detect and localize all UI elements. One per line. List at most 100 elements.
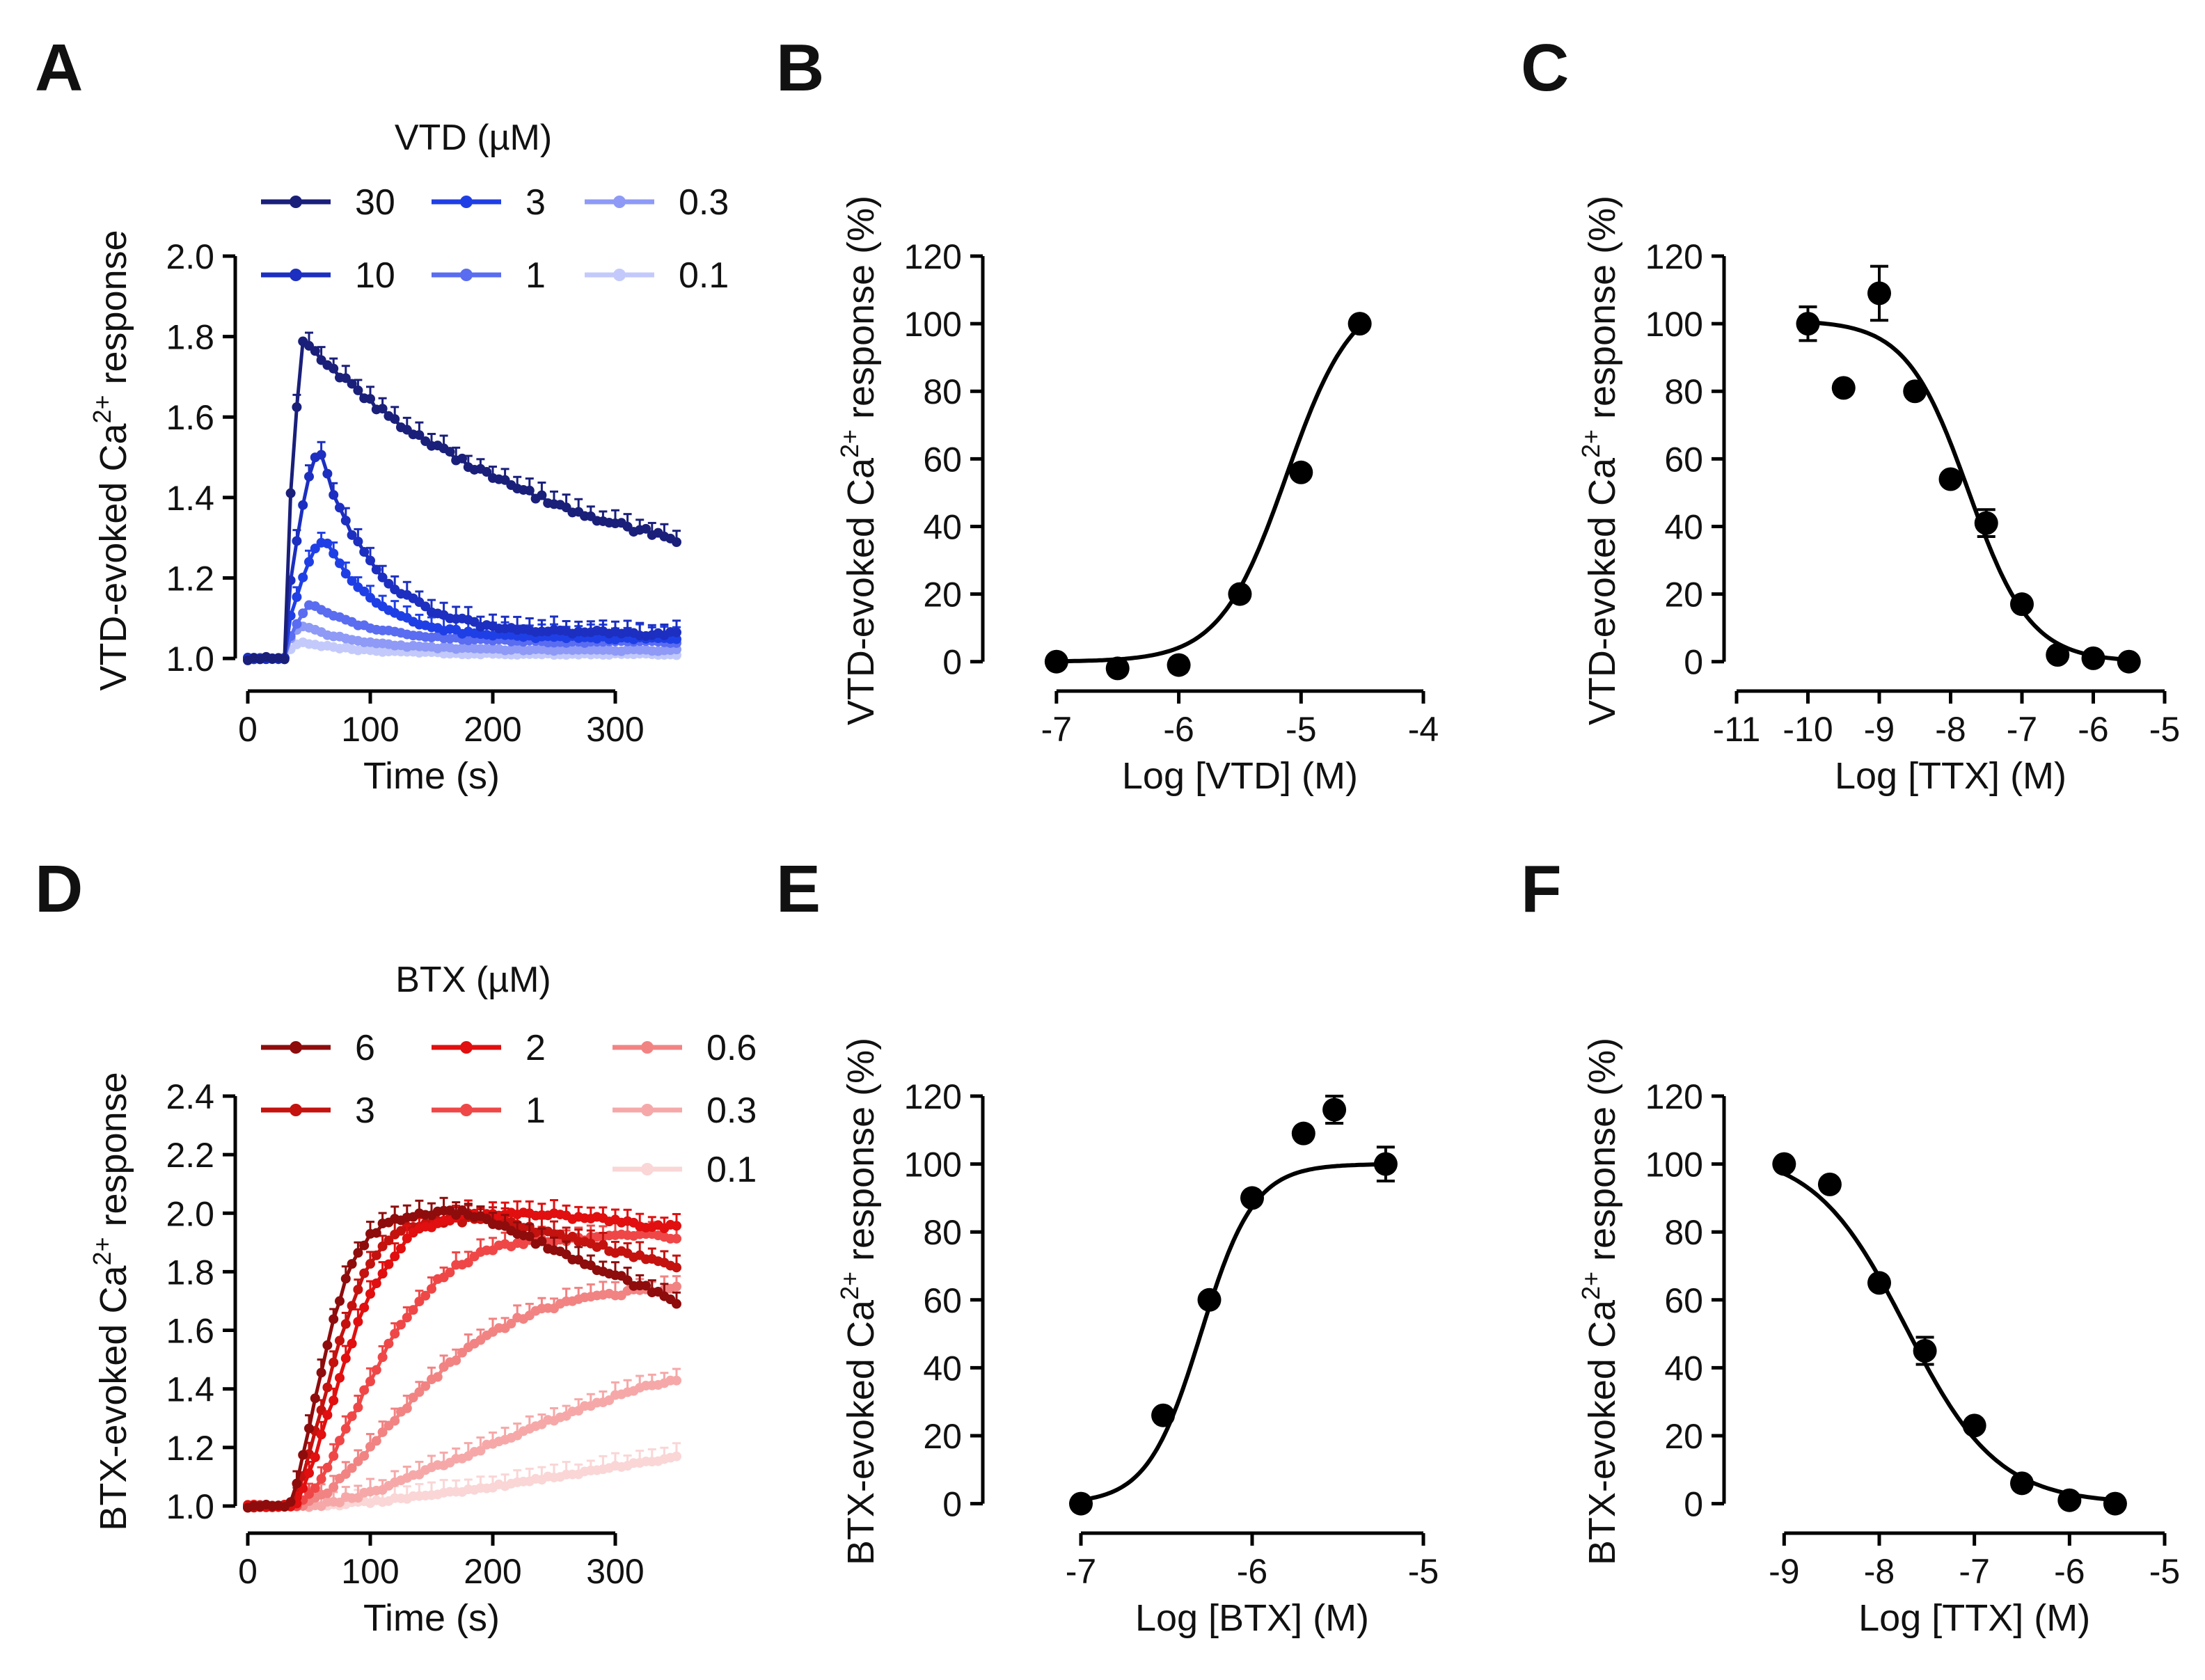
- panel-3-x-tick-label: 300: [586, 1552, 644, 1591]
- panel-4-data-point: [1373, 1152, 1398, 1176]
- panel-0-series-10-point: [359, 547, 370, 557]
- panel-4-x-tick-label: -5: [1408, 1552, 1439, 1591]
- panel-1-x-tick-label: -5: [1286, 710, 1316, 749]
- panel-0-legend-marker-1: [460, 269, 473, 281]
- panel-0-y-tick-label: 1.0: [166, 640, 214, 679]
- panel-5-x-axis-title: Log [TTX] (M): [1858, 1597, 2090, 1639]
- panel-0-legend-label-0.1: 0.1: [679, 255, 729, 296]
- panel-0-y-axis-title: VTD-evoked Ca2+ response: [88, 230, 134, 690]
- panel-0-series-30-point: [292, 402, 302, 413]
- panel-3-series-3-point: [371, 1250, 381, 1260]
- panel-f-chart: 0 20 40 60 80 100 120 -9 -8 -7 -6 -5 Log [TTX] (M) BT…: [1576, 1038, 2180, 1639]
- panel-3-y-tick-label: 2.4: [166, 1077, 214, 1116]
- panel-3-series-0.6-point: [347, 1463, 357, 1473]
- panel-3-legend-entry-1: 1: [432, 1091, 546, 1131]
- panel-3-series-3-point: [359, 1268, 370, 1278]
- panel-3-series-6-point: [304, 1423, 314, 1434]
- panel-3-series-2-point: [359, 1302, 370, 1313]
- panel-3-series-1-point: [329, 1451, 339, 1461]
- panel-0-series-30-point: [347, 379, 357, 389]
- panel-3-series-0.6-point: [377, 1427, 388, 1437]
- panel-2-data-point-group: [1938, 467, 1963, 491]
- panel-5-data-point-group: [1867, 1271, 1891, 1295]
- panel-5-x-tick-label: -6: [2054, 1552, 2085, 1591]
- panel-letter-f: F: [1521, 852, 1562, 926]
- panel-5-data-point-group: [1913, 1336, 1937, 1366]
- panel-d-chart: 1.0 1.2 1.4 1.6 1.8 2.0 2.2 2.4 0 100 200 300 Time (…: [88, 960, 757, 1639]
- panel-5-data-point-group: [1772, 1152, 1796, 1176]
- panel-1-x-axis-title: Log [VTD] (M): [1122, 755, 1358, 797]
- panel-3-series-6-point: [322, 1340, 333, 1350]
- panel-4-data-point: [1322, 1097, 1347, 1122]
- panel-2-x-axis-title: Log [TTX] (M): [1835, 755, 2066, 797]
- panel-3-series-1-point: [390, 1329, 400, 1339]
- panel-0-series-3-point: [672, 634, 681, 644]
- panel-3-y-tick-label: 1.4: [166, 1370, 214, 1409]
- panel-5-x-tick-label: -8: [1864, 1552, 1895, 1591]
- panel-3-series-3-point: [377, 1241, 388, 1251]
- panel-2-data-point-group: [2117, 649, 2141, 674]
- panel-3-series-3-point: [335, 1336, 345, 1346]
- panel-3-legend-entry-6: 6: [261, 1028, 375, 1068]
- panel-3-series-2-point: [672, 1221, 681, 1231]
- panel-4-fit-curve: [1080, 1162, 1386, 1503]
- panel-3-series-2-point: [347, 1338, 357, 1349]
- panel-4-data-point-group: [1291, 1121, 1315, 1146]
- panel-4-data-point-group: [1151, 1403, 1176, 1427]
- panel-3-series-0.6-point: [365, 1441, 375, 1452]
- panel-2-y-axis-title: VTD-evoked Ca2+ response (%): [1576, 196, 1623, 725]
- panel-4-x-tick-label: -6: [1237, 1552, 1267, 1591]
- panel-2-x-tick-label: -9: [1864, 710, 1895, 749]
- panel-b-chart: 0 20 40 60 80 100 120 -7 -6 -5 -4 Log [VTD] (M) VTD-…: [835, 196, 1439, 797]
- panel-0-series-10-point: [672, 627, 681, 637]
- panel-1-y-tick-label: 0: [942, 643, 962, 682]
- panel-3-legend-marker-0.1: [641, 1163, 654, 1175]
- panel-3-series-0.6-point: [451, 1355, 461, 1365]
- panel-5-y-tick-label: 80: [1664, 1213, 1703, 1252]
- panel-3-series-2-point: [384, 1259, 394, 1269]
- panel-0-series-10-point: [304, 471, 314, 482]
- panel-1-x-tick-label: -7: [1041, 710, 1072, 749]
- panel-2-data-point-group: [2010, 592, 2034, 617]
- panel-1-y-axis-title: VTD-evoked Ca2+ response (%): [835, 196, 882, 725]
- panel-5-x-tick-label: -5: [2149, 1552, 2180, 1591]
- panel-0-series-30-point: [445, 447, 455, 457]
- panel-3-series-1-point: [316, 1474, 326, 1484]
- panel-3-series-6-point: [340, 1274, 351, 1284]
- panel-2-x-tick-label: -5: [2149, 710, 2180, 749]
- panel-3-legend-entry-0.1: 0.1: [612, 1150, 757, 1190]
- panel-3-series-0.3-point: [672, 1375, 681, 1386]
- panel-0-series-30-point: [285, 488, 296, 498]
- panel-4-y-tick-label: 60: [923, 1281, 962, 1320]
- panel-4-data-point: [1151, 1403, 1176, 1427]
- panel-0-y-tick-label: 1.2: [166, 559, 214, 598]
- panel-0-legend-entry-1: 1: [432, 255, 546, 296]
- panel-3-series-1-point: [371, 1365, 381, 1375]
- panel-1-data-point: [1044, 649, 1068, 674]
- panel-3-y-axis-title: BTX-evoked Ca2+ response: [88, 1072, 134, 1530]
- panel-0-series-3-point: [292, 592, 302, 602]
- panel-3-series-3-point: [365, 1259, 375, 1269]
- panel-3-series-1-point: [427, 1283, 436, 1294]
- panel-0-y-tick-label: 1.4: [166, 479, 214, 518]
- panel-3-series-1-point: [420, 1290, 431, 1301]
- panel-3-series-2-point: [335, 1372, 345, 1383]
- panel-3-series-1-point: [335, 1435, 345, 1445]
- panel-3-series-1-point: [365, 1377, 375, 1387]
- panel-3-series-2-point: [353, 1317, 363, 1327]
- panel-3-y-tick-label: 1.2: [166, 1429, 214, 1468]
- panel-3-series-1-point: [463, 1258, 473, 1268]
- panel-3-legend-label-2: 2: [525, 1028, 546, 1068]
- panel-0-series-30-point: [482, 467, 492, 477]
- panel-1-y-tick-label: 60: [923, 440, 962, 479]
- panel-1-x-tick-label: -4: [1408, 710, 1439, 749]
- panel-3-series-3-point: [672, 1262, 681, 1273]
- panel-0-series-3-point: [304, 557, 314, 567]
- panel-5-data-point: [2057, 1488, 2082, 1512]
- panel-3-series-1-point: [377, 1352, 388, 1363]
- panel-0-legend-marker-10: [290, 269, 302, 281]
- panel-0-series-30-point: [641, 523, 651, 534]
- panel-0-legend-entry-0.3: 0.3: [585, 182, 729, 223]
- panel-4-data-point: [1240, 1186, 1264, 1210]
- panel-0-series-10-point: [420, 601, 431, 612]
